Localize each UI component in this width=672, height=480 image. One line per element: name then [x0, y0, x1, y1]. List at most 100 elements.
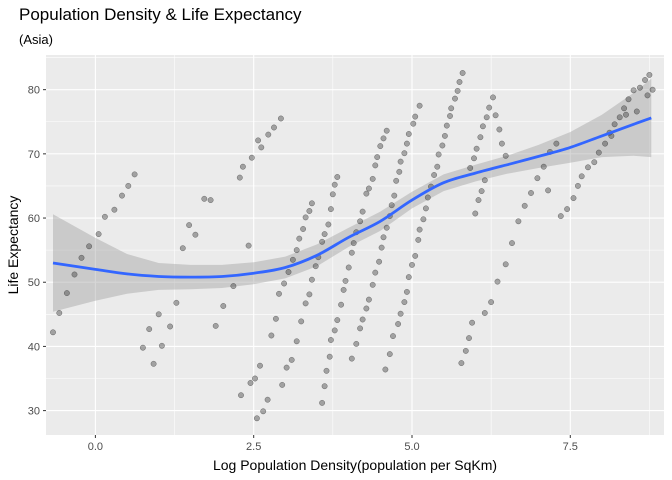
data-point	[490, 94, 496, 101]
data-point	[397, 158, 404, 165]
data-point	[327, 206, 334, 213]
data-point	[306, 291, 313, 298]
data-point	[293, 338, 300, 345]
y-tick-label: 60	[28, 213, 40, 225]
data-point	[410, 120, 417, 127]
data-point	[424, 194, 431, 201]
data-point	[458, 360, 465, 367]
data-point	[247, 380, 254, 386]
data-point	[416, 226, 423, 233]
data-point	[616, 114, 623, 121]
data-point	[441, 132, 448, 139]
data-point	[625, 96, 632, 103]
data-point	[357, 325, 364, 332]
data-point	[477, 134, 484, 141]
data-point	[321, 383, 328, 390]
data-point	[509, 240, 515, 247]
data-point	[312, 263, 319, 270]
chart-title: Population Density & Life Expectancy	[19, 5, 302, 24]
data-point	[452, 95, 458, 102]
data-point	[131, 171, 138, 178]
data-point	[319, 238, 326, 245]
data-point	[173, 299, 180, 306]
data-point	[380, 234, 387, 241]
data-point	[466, 335, 472, 342]
x-tick-label: 2.5	[246, 441, 261, 453]
data-point	[553, 140, 560, 147]
data-point	[447, 113, 453, 119]
data-point	[390, 333, 396, 340]
data-point	[409, 261, 415, 268]
data-point	[401, 299, 408, 306]
data-point	[431, 172, 438, 178]
data-point	[397, 310, 404, 317]
data-point	[302, 214, 309, 221]
data-point	[125, 182, 132, 189]
data-point	[63, 290, 70, 297]
data-point	[585, 164, 591, 171]
data-point	[642, 77, 648, 83]
data-point	[365, 296, 372, 303]
data-point	[434, 163, 441, 170]
data-point	[302, 300, 309, 307]
data-point	[496, 126, 503, 133]
data-point	[363, 190, 370, 197]
data-point	[101, 213, 108, 220]
data-point	[323, 367, 330, 374]
data-point	[492, 112, 499, 119]
data-point	[139, 344, 146, 351]
smooth-trend-line	[52, 116, 652, 279]
data-point	[340, 286, 347, 293]
data-point	[253, 415, 260, 422]
data-point	[636, 84, 643, 91]
data-point	[574, 182, 581, 189]
data-point	[353, 340, 360, 347]
data-point	[383, 127, 390, 134]
data-point	[338, 301, 345, 308]
data-point	[207, 197, 214, 204]
data-point	[158, 342, 165, 349]
data-point	[564, 206, 571, 213]
plot-panel	[46, 55, 664, 435]
data-point	[345, 264, 352, 271]
data-point	[260, 408, 267, 415]
data-point	[372, 162, 379, 169]
data-point	[498, 140, 505, 147]
data-point	[439, 142, 446, 149]
data-point	[633, 108, 640, 115]
data-point	[308, 200, 315, 207]
data-point	[281, 280, 288, 287]
data-point	[515, 218, 522, 225]
data-point	[146, 326, 153, 333]
data-point	[277, 115, 284, 122]
confidence-band	[53, 78, 652, 312]
data-point	[283, 364, 290, 371]
data-point	[595, 149, 602, 156]
data-point	[443, 122, 450, 129]
data-point	[230, 283, 237, 290]
data-point	[265, 131, 272, 138]
data-point	[365, 185, 372, 192]
data-point	[462, 347, 469, 354]
data-point	[502, 152, 509, 159]
data-point	[481, 177, 488, 184]
data-point	[257, 362, 263, 369]
data-point	[459, 70, 466, 76]
data-point	[50, 329, 56, 336]
data-point	[192, 231, 199, 238]
data-point	[372, 269, 379, 276]
data-point	[570, 195, 577, 202]
data-point	[502, 261, 509, 268]
data-point	[359, 316, 366, 323]
data-point	[415, 236, 422, 243]
data-point	[528, 190, 534, 196]
data-point	[412, 252, 419, 259]
x-tick-label: 0.0	[88, 441, 103, 453]
data-point	[649, 86, 656, 93]
data-point	[475, 197, 482, 204]
data-point	[334, 317, 341, 324]
data-point	[386, 351, 393, 358]
data-point	[327, 337, 334, 343]
data-point	[403, 140, 410, 147]
data-point	[416, 102, 423, 109]
